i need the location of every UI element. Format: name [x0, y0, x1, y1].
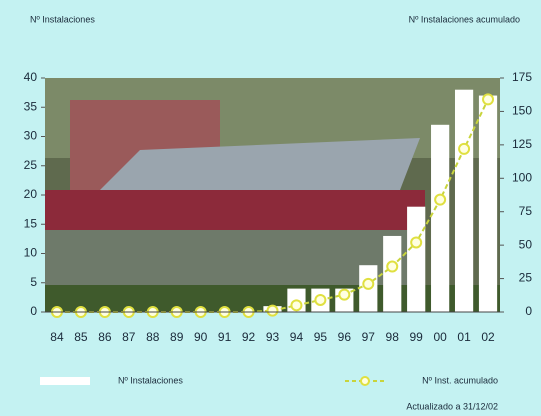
y2-tick-label: 50: [519, 237, 533, 251]
legend-label: Nº Instalaciones: [118, 375, 183, 385]
photo-background: [45, 78, 500, 312]
line-marker: [314, 293, 327, 306]
x-tick-label: 01: [457, 330, 471, 344]
y-tick-label: 10: [24, 246, 38, 260]
bar: [431, 124, 450, 312]
line-marker: [410, 236, 423, 249]
x-tick-label: 98: [386, 330, 400, 344]
legend-swatch: [40, 377, 90, 385]
line-marker: [482, 93, 495, 106]
y-axis-title: Nº Instalaciones: [30, 14, 95, 24]
y-tick-label: 40: [24, 70, 38, 84]
legend-marker: [360, 376, 370, 386]
y-tick-label: 20: [24, 187, 38, 201]
line-marker: [434, 193, 447, 206]
y2-tick-label: 75: [519, 204, 533, 218]
y2-tick-label: 175: [512, 70, 532, 84]
y-tick-label: 5: [30, 275, 37, 289]
x-tick-label: 91: [218, 330, 232, 344]
note: Actualizado a 31/12/02: [406, 401, 498, 411]
x-tick-label: 94: [290, 330, 304, 344]
x-tick-label: 99: [410, 330, 424, 344]
x-tick-label: 95: [314, 330, 328, 344]
x-tick-label: 93: [266, 330, 280, 344]
x-tick-label: 02: [481, 330, 495, 344]
x-tick-label: 92: [242, 330, 256, 344]
legend-label: Nº Inst. acumulado: [422, 375, 498, 385]
x-tick-label: 96: [338, 330, 352, 344]
x-tick-label: 85: [74, 330, 88, 344]
y-tick-label: 25: [24, 158, 38, 172]
x-tick-label: 86: [98, 330, 112, 344]
y2-tick-label: 150: [512, 104, 532, 118]
y-tick-label: 35: [24, 99, 38, 113]
line-marker: [362, 277, 375, 290]
line-marker: [338, 288, 351, 301]
y-tick-label: 0: [30, 304, 37, 318]
x-tick-label: 87: [122, 330, 136, 344]
bar: [454, 89, 474, 312]
bar: [407, 206, 426, 312]
bar: [383, 235, 402, 312]
y2-tick-label: 125: [512, 137, 532, 151]
y2-axis-title: Nº Instalaciones acumulado: [409, 14, 520, 24]
line-marker: [458, 142, 471, 155]
x-tick-label: 90: [194, 330, 208, 344]
y2-tick-label: 100: [512, 170, 532, 184]
x-tick-label: 89: [170, 330, 184, 344]
x-tick-label: 84: [50, 330, 64, 344]
line-marker: [386, 260, 399, 273]
y-tick-label: 30: [24, 129, 38, 143]
x-tick-label: 88: [146, 330, 160, 344]
y2-tick-label: 0: [525, 304, 532, 318]
y2-tick-label: 25: [519, 271, 533, 285]
x-tick-label: 97: [362, 330, 376, 344]
y-tick-label: 15: [24, 216, 38, 230]
line-marker: [290, 299, 303, 312]
x-tick-label: 00: [433, 330, 447, 344]
bar: [478, 95, 498, 312]
line-marker: [266, 304, 279, 317]
